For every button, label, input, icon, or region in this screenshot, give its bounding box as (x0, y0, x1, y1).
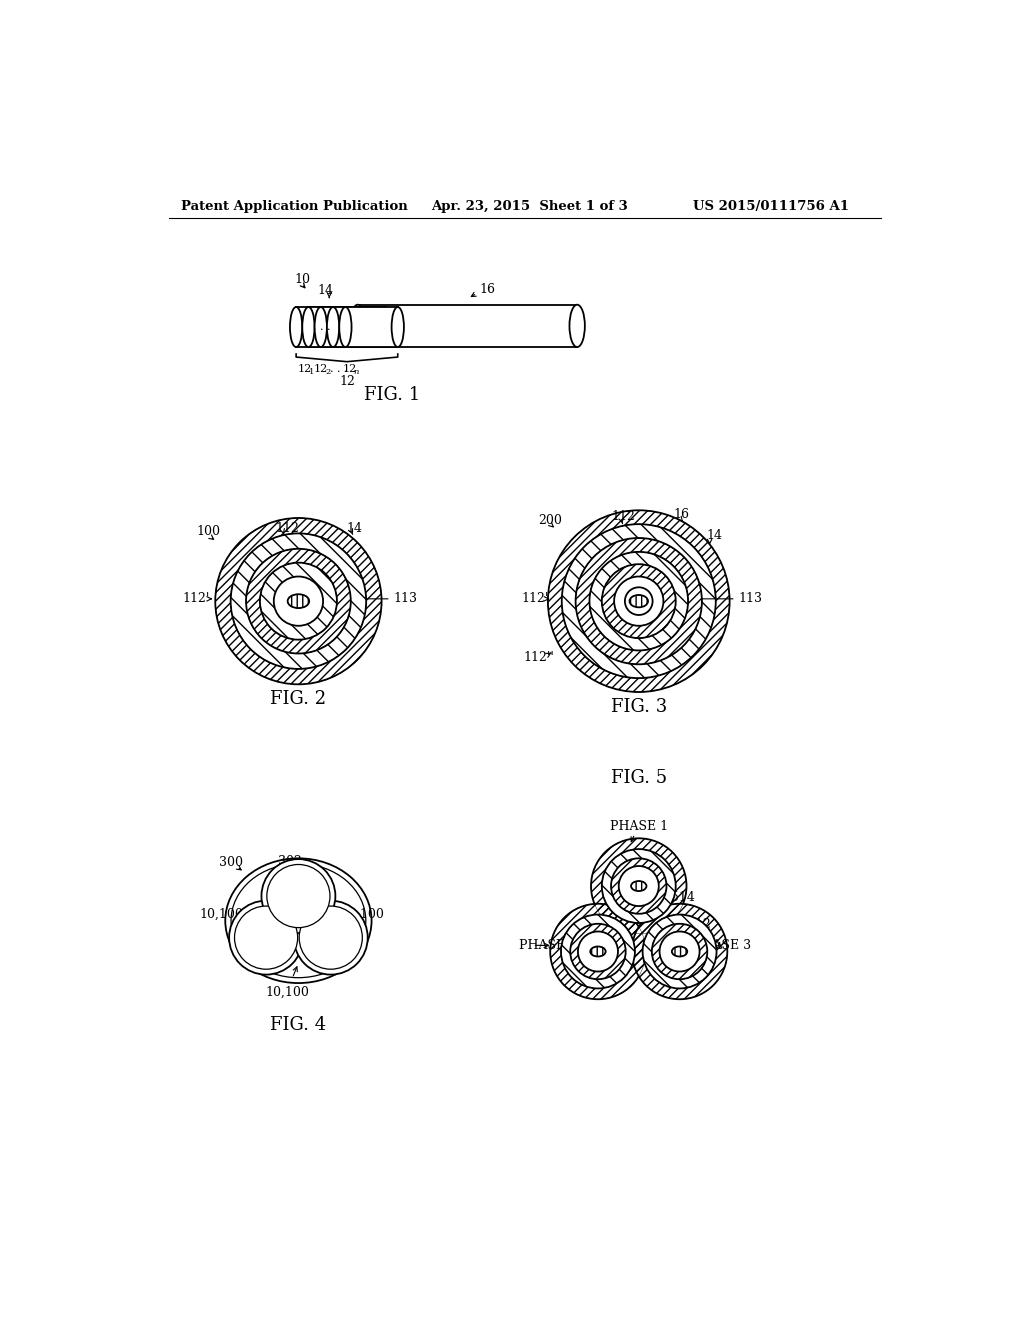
Circle shape (234, 906, 298, 969)
Circle shape (591, 838, 686, 933)
Ellipse shape (569, 305, 585, 347)
Text: . . .: . . . (330, 364, 347, 375)
Bar (345, 308, 397, 347)
Text: 16: 16 (479, 282, 496, 296)
Circle shape (562, 524, 716, 678)
Text: 12: 12 (342, 364, 356, 375)
Text: 113: 113 (394, 593, 418, 606)
Ellipse shape (350, 305, 366, 347)
Text: FIG. 4: FIG. 4 (270, 1015, 327, 1034)
Circle shape (652, 924, 708, 979)
Text: PHASE 3: PHASE 3 (692, 939, 751, 952)
Text: n: n (354, 368, 359, 376)
Text: FIG. 2: FIG. 2 (270, 690, 327, 708)
Ellipse shape (672, 946, 687, 957)
Circle shape (273, 577, 323, 626)
Circle shape (229, 900, 303, 974)
Text: 14: 14 (346, 521, 362, 535)
Circle shape (602, 849, 676, 923)
Text: . . .: . . . (312, 322, 331, 333)
Text: 112: 112 (275, 521, 299, 535)
Text: 512: 512 (686, 917, 711, 931)
Text: 113: 113 (739, 593, 763, 606)
Circle shape (602, 564, 676, 638)
Text: 112: 112 (611, 510, 636, 523)
Text: 10,100: 10,100 (341, 908, 385, 921)
Text: PHASE 2: PHASE 2 (519, 939, 578, 952)
Ellipse shape (339, 308, 351, 347)
Circle shape (230, 533, 367, 669)
Circle shape (614, 577, 664, 626)
Circle shape (625, 587, 652, 615)
Ellipse shape (302, 308, 314, 347)
Text: 302: 302 (279, 855, 302, 869)
Text: 112'': 112'' (523, 651, 554, 664)
Circle shape (548, 511, 730, 692)
Ellipse shape (367, 308, 379, 347)
Circle shape (267, 865, 330, 928)
Text: 10,100: 10,100 (200, 908, 244, 921)
Circle shape (590, 552, 688, 651)
Circle shape (215, 517, 382, 684)
Text: 200: 200 (539, 513, 562, 527)
Ellipse shape (379, 308, 391, 347)
Text: 12: 12 (339, 375, 355, 388)
Ellipse shape (391, 308, 403, 347)
Circle shape (261, 859, 336, 933)
Text: 2: 2 (326, 368, 331, 376)
Text: Patent Application Publication: Patent Application Publication (180, 199, 408, 213)
Circle shape (659, 932, 699, 972)
Text: US 2015/0111756 A1: US 2015/0111756 A1 (692, 199, 849, 213)
Text: 514: 514 (671, 891, 695, 904)
Ellipse shape (354, 308, 367, 347)
Text: 100: 100 (196, 525, 220, 539)
Text: PHASE 1: PHASE 1 (609, 820, 668, 833)
Text: FIG. 5: FIG. 5 (610, 770, 667, 787)
Circle shape (643, 915, 717, 989)
Circle shape (246, 549, 351, 653)
Text: 112': 112' (521, 593, 549, 606)
Text: FIG. 1: FIG. 1 (365, 385, 421, 404)
Ellipse shape (327, 308, 339, 347)
Circle shape (570, 924, 626, 979)
Ellipse shape (631, 880, 646, 891)
Text: 12: 12 (298, 364, 312, 375)
Ellipse shape (231, 863, 366, 978)
Text: Apr. 23, 2015  Sheet 1 of 3: Apr. 23, 2015 Sheet 1 of 3 (431, 199, 628, 213)
Bar (333, 308, 385, 347)
Circle shape (299, 906, 362, 969)
Circle shape (550, 904, 646, 999)
Circle shape (575, 539, 701, 664)
Text: FIG. 3: FIG. 3 (610, 698, 667, 715)
Text: 12: 12 (313, 364, 328, 375)
Text: 513: 513 (671, 961, 695, 973)
Text: 10: 10 (295, 273, 310, 286)
Bar (321, 308, 373, 347)
Circle shape (611, 858, 667, 913)
Ellipse shape (225, 858, 372, 983)
Ellipse shape (290, 308, 302, 347)
Circle shape (618, 866, 658, 906)
Circle shape (294, 900, 368, 974)
Circle shape (632, 904, 727, 999)
Ellipse shape (630, 595, 648, 607)
Bar (357, 305, 578, 347)
Circle shape (578, 932, 617, 972)
Ellipse shape (342, 308, 354, 347)
Circle shape (561, 915, 635, 989)
Bar (308, 308, 360, 347)
Text: 112': 112' (183, 593, 210, 606)
Text: 1: 1 (309, 368, 314, 376)
Ellipse shape (288, 594, 309, 609)
Ellipse shape (590, 946, 605, 957)
Text: 14: 14 (707, 529, 723, 543)
Text: 300: 300 (219, 857, 243, 870)
Text: 10,100: 10,100 (265, 986, 309, 999)
Circle shape (260, 562, 337, 640)
Ellipse shape (314, 308, 327, 347)
Text: 14: 14 (317, 284, 334, 297)
Bar (296, 308, 348, 347)
Text: 16: 16 (674, 508, 689, 520)
